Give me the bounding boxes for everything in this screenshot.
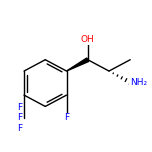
Text: F: F (64, 113, 69, 122)
Text: NH₂: NH₂ (130, 78, 147, 87)
Text: OH: OH (81, 35, 95, 44)
Polygon shape (67, 58, 89, 71)
Text: F
F
F: F F F (17, 103, 23, 133)
